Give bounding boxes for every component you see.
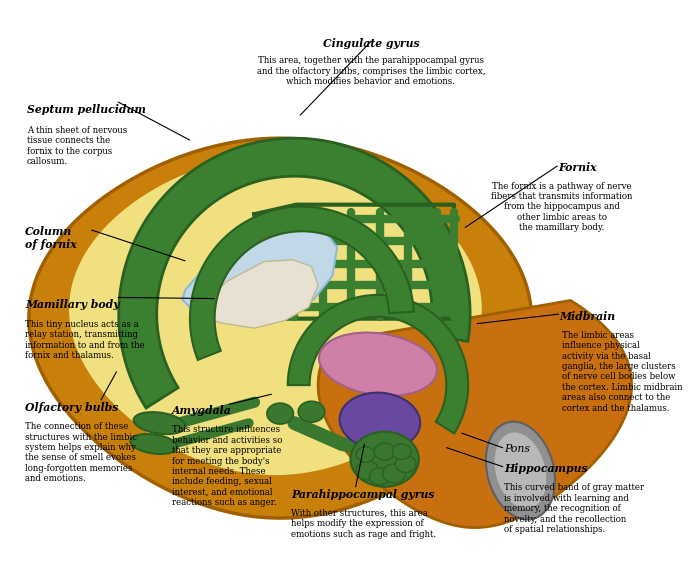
Ellipse shape	[267, 403, 293, 424]
Polygon shape	[69, 156, 482, 475]
Text: The connection of these
structures with the limbic
system helps explain why
the : The connection of these structures with …	[25, 422, 137, 483]
Text: Column
of fornix: Column of fornix	[25, 226, 77, 250]
Ellipse shape	[494, 432, 546, 509]
Ellipse shape	[370, 468, 391, 485]
Text: Fornix: Fornix	[559, 162, 597, 173]
Text: This area, together with the parahippocampal gyrus
and the olfactory bulbs, comp: This area, together with the parahippoca…	[257, 56, 485, 86]
Text: This curved band of gray matter
is involved with learning and
memory, the recogn: This curved band of gray matter is invol…	[504, 483, 644, 534]
Text: Hippocampus: Hippocampus	[504, 463, 587, 473]
Ellipse shape	[130, 434, 177, 454]
Ellipse shape	[134, 412, 186, 434]
Polygon shape	[288, 295, 468, 434]
Text: Parahippocampal gyrus: Parahippocampal gyrus	[291, 489, 435, 500]
Text: This tiny nucleus acts as a
relay station, transmitting
information to and from : This tiny nucleus acts as a relay statio…	[25, 320, 145, 360]
Polygon shape	[318, 301, 631, 527]
Ellipse shape	[395, 455, 416, 472]
Polygon shape	[195, 260, 318, 328]
Ellipse shape	[351, 432, 419, 487]
Ellipse shape	[340, 393, 420, 450]
Text: Pons: Pons	[504, 444, 530, 454]
Polygon shape	[190, 207, 414, 360]
Text: The fornix is a pathway of nerve
fibers that transmits information
from the hipp: The fornix is a pathway of nerve fibers …	[491, 182, 632, 232]
Ellipse shape	[392, 444, 411, 459]
Ellipse shape	[298, 401, 325, 422]
Text: Septum pellucidum: Septum pellucidum	[27, 104, 146, 115]
Text: With other structures, this area
helps modify the expression of
emotions such as: With other structures, this area helps m…	[291, 509, 436, 539]
Ellipse shape	[319, 333, 437, 396]
Ellipse shape	[356, 461, 379, 480]
Ellipse shape	[356, 447, 375, 462]
Polygon shape	[29, 138, 531, 518]
Text: Cingulate gyrus: Cingulate gyrus	[323, 38, 419, 49]
Text: Olfactory bulbs: Olfactory bulbs	[25, 401, 118, 413]
Text: The limbic areas
influence physical
activity via the basal
ganglia, the large cl: The limbic areas influence physical acti…	[562, 331, 682, 413]
Text: Mamillary body: Mamillary body	[25, 298, 120, 309]
Ellipse shape	[383, 464, 405, 483]
Polygon shape	[119, 138, 470, 408]
Polygon shape	[182, 224, 337, 323]
Text: Amygdala: Amygdala	[172, 406, 231, 417]
Text: Midbrain: Midbrain	[560, 311, 616, 322]
Ellipse shape	[486, 422, 555, 520]
Text: This structure influences
behavior and activities so
that they are appropriate
f: This structure influences behavior and a…	[172, 425, 282, 507]
Text: A thin sheet of nervous
tissue connects the
fornix to the corpus
callosum.: A thin sheet of nervous tissue connects …	[27, 126, 127, 166]
Ellipse shape	[374, 443, 395, 460]
